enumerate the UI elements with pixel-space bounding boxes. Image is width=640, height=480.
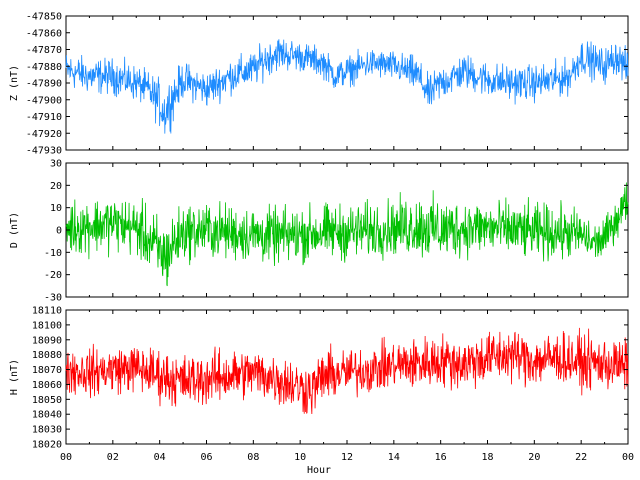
panel-z-ylabel: Z (nT) <box>9 65 20 101</box>
panel-z-trace <box>65 39 629 134</box>
y-tick-label: -47890 <box>26 79 62 90</box>
y-tick-label: 18020 <box>32 440 62 451</box>
y-tick-label: 18050 <box>32 395 62 406</box>
panel-h-trace <box>65 327 629 415</box>
panel-z-yticks: -47850 -47860 -47870 -47880 -47890 -47900 -479… <box>26 12 628 157</box>
y-tick-label: 18090 <box>32 335 62 346</box>
panel-h: 18110 18100 18090 18080 18070 18060 18050 18040… <box>9 306 629 451</box>
y-tick-label: 18100 <box>32 320 62 331</box>
series-line <box>65 39 629 134</box>
y-tick-label: 18040 <box>32 410 62 421</box>
y-tick-label: 0 <box>56 226 62 237</box>
y-tick-label: 30 <box>50 159 62 170</box>
y-tick-label: -10 <box>44 248 62 259</box>
y-tick-label: -47860 <box>26 28 62 39</box>
panel-h-yticks: 18110 18100 18090 18080 18070 18060 18050 18040… <box>32 306 628 451</box>
y-tick-label: -47930 <box>26 146 62 157</box>
x-tick-label: 00 <box>60 452 72 463</box>
x-tick-label: 04 <box>154 452 166 463</box>
x-tick-label: 20 <box>528 452 540 463</box>
series-line <box>65 327 629 415</box>
y-tick-label: 18030 <box>32 425 62 436</box>
x-tick-label: 00 <box>622 452 634 463</box>
panel-z-xticks <box>65 16 629 150</box>
x-tick-label: 02 <box>107 452 119 463</box>
y-tick-label: -47850 <box>26 12 62 23</box>
panel-d-xticks <box>65 163 629 297</box>
panel-h-ylabel: H (nT) <box>9 359 20 395</box>
y-tick-label: 10 <box>50 203 62 214</box>
y-tick-label: -30 <box>44 293 62 304</box>
y-tick-label: 18080 <box>32 350 62 361</box>
x-tick-label: 10 <box>294 452 306 463</box>
panel-z: -47850 -47860 -47870 -47880 -47890 -47900 -479… <box>9 12 629 157</box>
series-line <box>65 182 629 287</box>
panel-h-xticks <box>65 310 629 444</box>
x-tick-label: 06 <box>200 452 212 463</box>
x-tick-labels: 00 02 04 06 08 10 12 14 16 18 20 22 00 <box>60 452 634 463</box>
panel-d-trace <box>65 182 629 287</box>
panel-z-frame <box>65 15 629 151</box>
x-tick-label: 16 <box>435 452 447 463</box>
y-tick-label: -47880 <box>26 62 62 73</box>
x-tick-label: 18 <box>481 452 493 463</box>
x-tick-label: 12 <box>341 452 353 463</box>
y-tick-label: 18070 <box>32 365 62 376</box>
y-tick-label: -47870 <box>26 45 62 56</box>
y-tick-label: -47920 <box>26 129 62 140</box>
panel-d: 30 20 10 0 -10 -20 -30 D (nT) <box>9 159 629 304</box>
y-tick-label: -20 <box>44 270 62 281</box>
y-tick-label: -47900 <box>26 95 62 106</box>
y-tick-label: 20 <box>50 181 62 192</box>
y-tick-label: 18060 <box>32 380 62 391</box>
panel-d-ylabel: D (nT) <box>9 212 20 248</box>
y-tick-label: 18110 <box>32 306 62 317</box>
y-tick-label: -47910 <box>26 112 62 123</box>
panel-d-yticks: 30 20 10 0 -10 -20 -30 <box>44 159 628 304</box>
x-tick-label: 08 <box>247 452 259 463</box>
x-tick-label: 22 <box>575 452 587 463</box>
x-axis-label: Hour <box>307 465 331 476</box>
x-tick-label: 14 <box>388 452 400 463</box>
